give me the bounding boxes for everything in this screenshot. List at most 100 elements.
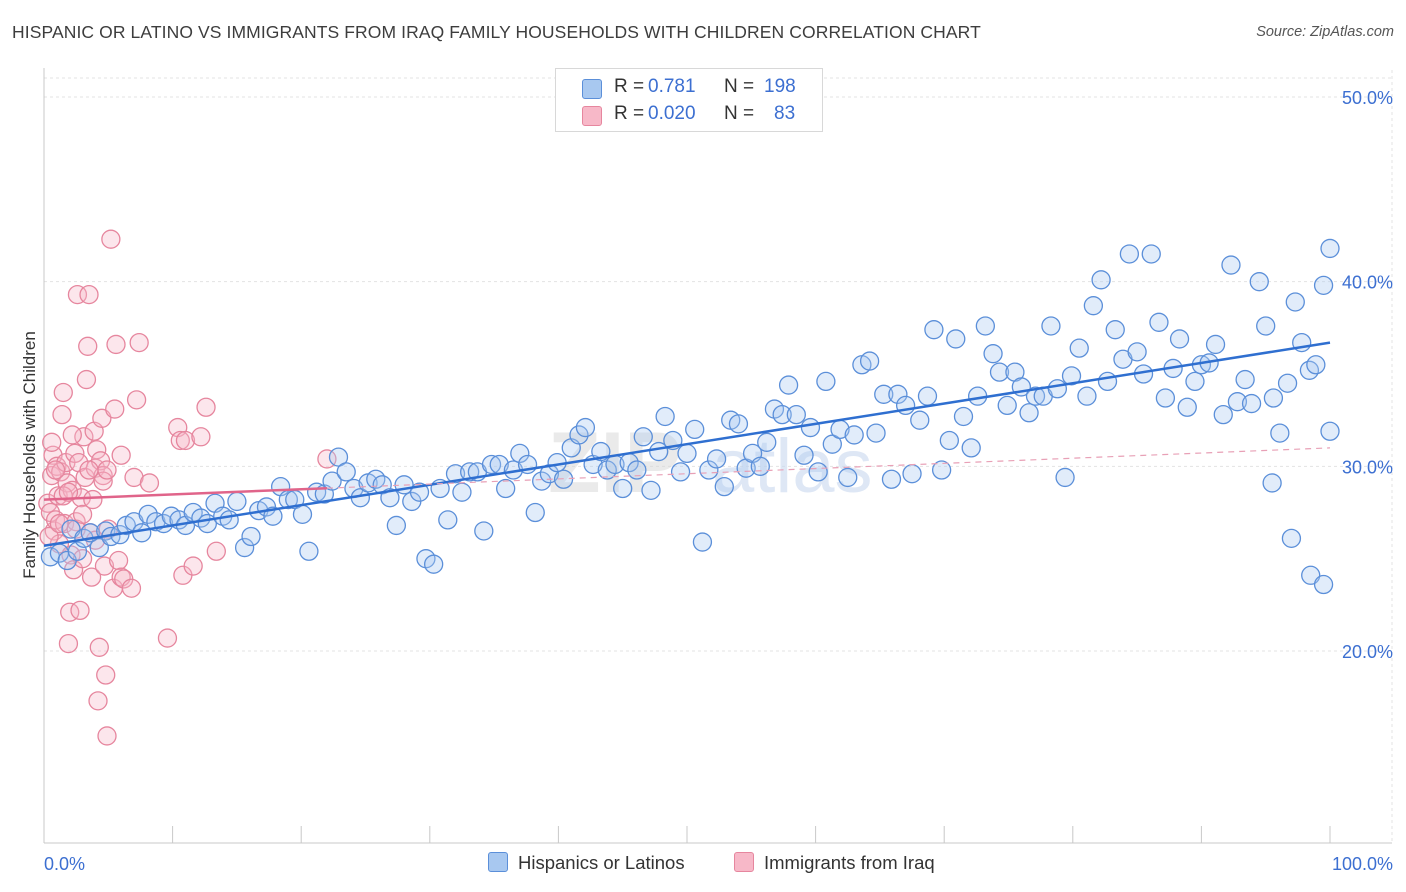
- point-hispanic-129: [975, 316, 996, 336]
- trend-line-iraq: [43, 486, 327, 501]
- point-iraq-38: [88, 691, 108, 711]
- r-label: R =: [614, 76, 645, 97]
- point-iraq-33: [81, 567, 102, 587]
- point-hispanic-107: [816, 371, 836, 392]
- y-axis-label: Family Households with Children: [20, 331, 39, 579]
- n-label: N =: [724, 76, 755, 97]
- point-hispanic-135: [1019, 403, 1039, 423]
- point-hispanic-115: [874, 384, 894, 404]
- trend-lines: [43, 341, 1331, 547]
- point-hispanic-165: [1235, 369, 1255, 390]
- point-hispanic-147: [1105, 320, 1125, 340]
- point-hispanic-162: [1213, 404, 1233, 425]
- legend-label-iraq: Immigrants from Iraq: [764, 852, 935, 873]
- point-hispanic-127: [961, 438, 981, 458]
- r-value: 0.781: [648, 76, 696, 97]
- point-iraq-60: [175, 430, 196, 451]
- point-hispanic-87: [670, 462, 691, 482]
- point-hispanic-131: [989, 362, 1010, 382]
- point-hispanic-31: [263, 506, 283, 526]
- point-iraq-44: [96, 665, 116, 685]
- y-tick-label-1: 30.0%: [1342, 457, 1393, 477]
- point-hispanic-157: [1177, 397, 1197, 417]
- point-hispanic-139: [1047, 379, 1068, 399]
- point-iraq-78: [105, 399, 125, 419]
- point-hispanic-104: [794, 445, 814, 465]
- point-hispanic-143: [1077, 386, 1097, 406]
- point-hispanic-176: [1313, 275, 1334, 296]
- point-hispanic-91: [699, 460, 719, 480]
- point-hispanic-101: [772, 404, 792, 425]
- point-hispanic-156: [1169, 329, 1190, 349]
- point-iraq-76: [93, 471, 113, 491]
- legend-swatch-iraq: [734, 852, 754, 872]
- point-hispanic-98: [750, 456, 770, 476]
- series-iraq-points: [38, 229, 337, 746]
- point-hispanic-138: [1041, 316, 1061, 336]
- legend-swatch-hispanic: [582, 79, 602, 99]
- y-tick-labels: 20.0% 30.0% 40.0% 50.0%: [1342, 88, 1393, 662]
- point-iraq-67: [45, 460, 66, 480]
- point-hispanic-102: [778, 375, 799, 395]
- point-hispanic-154: [1155, 388, 1176, 408]
- x-tick-label-0: 0.0%: [44, 854, 85, 874]
- point-hispanic-117: [888, 384, 908, 404]
- trend-line-iraq-extension: [326, 447, 1331, 489]
- point-hispanic-53: [424, 554, 444, 574]
- point-hispanic-65: [510, 443, 530, 464]
- point-hispanic-153: [1149, 312, 1169, 332]
- point-hispanic-26: [227, 491, 247, 512]
- source-label: Source: ZipAtlas.com: [1256, 24, 1394, 40]
- point-hispanic-179: [1281, 528, 1302, 549]
- point-hispanic-132: [997, 395, 1017, 416]
- point-hispanic-141: [1061, 366, 1082, 386]
- x-tick-labels: 0.0% 100.0%: [44, 854, 1393, 874]
- stats-legend: R = 0.781 N = 198 R = 0.020 N = 83: [555, 68, 823, 132]
- point-iraq-70: [58, 482, 79, 502]
- point-hispanic-36: [299, 541, 319, 561]
- point-hispanic-74: [575, 417, 596, 438]
- point-hispanic-83: [641, 480, 661, 500]
- point-iraq-29: [76, 369, 97, 390]
- legend-swatch-iraq: [582, 106, 602, 126]
- point-hispanic-7: [89, 537, 109, 558]
- point-hispanic-95: [728, 414, 749, 434]
- point-hispanic-35: [292, 504, 313, 524]
- point-hispanic-126: [953, 406, 974, 427]
- point-hispanic-164: [1227, 392, 1248, 412]
- point-iraq-45: [97, 726, 117, 746]
- point-hispanic-55: [438, 510, 458, 530]
- point-iraq-11: [53, 382, 73, 403]
- point-hispanic-113: [859, 351, 880, 371]
- point-hispanic-182: [1320, 421, 1340, 441]
- point-iraq-56: [157, 628, 178, 648]
- y-tick-label-3: 50.0%: [1342, 88, 1393, 108]
- point-iraq-61: [183, 556, 203, 576]
- point-hispanic-27: [234, 537, 255, 558]
- n-label: N =: [724, 103, 755, 124]
- stats-row-iraq: R = 0.020 N = 83: [556, 100, 822, 128]
- point-hispanic-25: [219, 510, 239, 530]
- y-tick-label-2: 40.0%: [1342, 273, 1393, 293]
- point-hispanic-73: [569, 425, 589, 445]
- point-hispanic-122: [924, 320, 944, 340]
- point-hispanic-93: [714, 476, 734, 497]
- legend-item-iraq[interactable]: Immigrants from Iraq: [734, 852, 935, 874]
- point-hispanic-67: [525, 502, 545, 523]
- point-hispanic-125: [946, 329, 966, 349]
- point-hispanic-39: [322, 471, 342, 491]
- point-hispanic-121: [917, 386, 938, 406]
- point-hispanic-79: [613, 478, 633, 499]
- point-hispanic-181: [1313, 574, 1334, 595]
- point-hispanic-99: [757, 432, 777, 452]
- legend-item-hispanic[interactable]: Hispanics or Latinos: [488, 852, 685, 874]
- n-value: 198: [764, 76, 796, 97]
- point-iraq-49: [106, 334, 126, 355]
- point-hispanic-81: [627, 460, 647, 480]
- point-iraq-47: [101, 229, 121, 249]
- point-iraq-30: [78, 336, 98, 356]
- x-tick-label-1: 100.0%: [1332, 854, 1393, 874]
- point-hispanic-47: [380, 488, 400, 508]
- point-hispanic-171: [1277, 373, 1298, 393]
